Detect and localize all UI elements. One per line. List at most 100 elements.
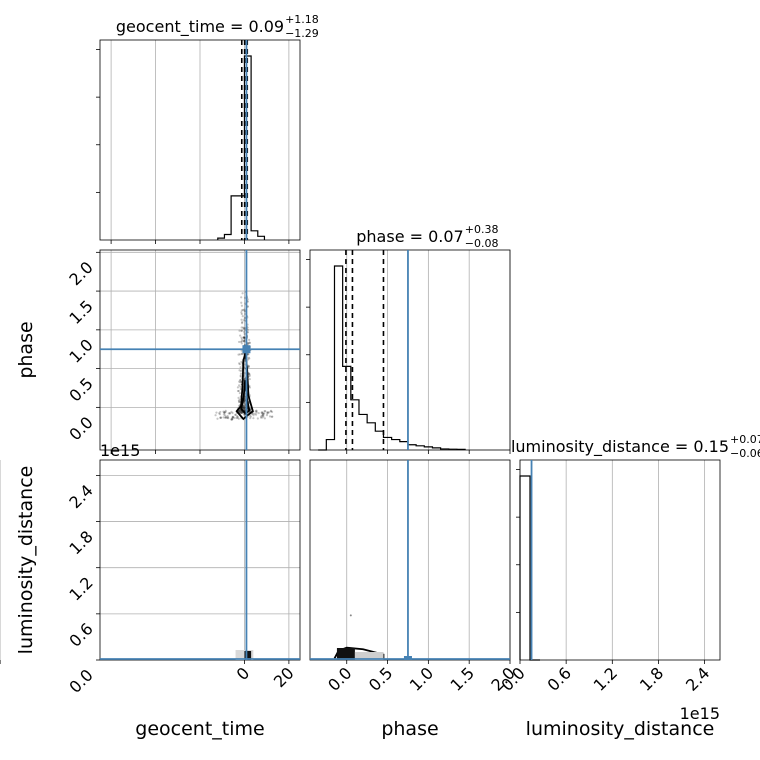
ld-phase-x-tick-label: 1.5 [447, 663, 478, 694]
phase-scatter-point [247, 356, 250, 359]
phase-scatter-point [230, 410, 233, 413]
phase-scatter-point [218, 412, 221, 415]
phase-scatter-point [242, 336, 245, 339]
phase-scatter-point [240, 411, 244, 414]
ld-geocent-y-tick-label: 0.6 [65, 619, 96, 650]
phase-scatter-point [242, 336, 246, 340]
phase-scatter-point [242, 405, 246, 408]
phase-scatter-point [239, 370, 242, 373]
phase-scatter-point [219, 416, 222, 419]
phase-scatter-point [240, 360, 243, 364]
ld-phase-x-tick-label: 0.5 [365, 663, 396, 694]
ld-phase-density-core [336, 648, 355, 660]
phase-scatter-point [243, 317, 246, 320]
phase-hist-histogram [318, 265, 466, 451]
phase-scatter-point [232, 415, 235, 418]
phase-scatter-point [248, 338, 251, 342]
phase-scatter-point [247, 353, 250, 356]
phase-scatter-point [242, 327, 245, 330]
geocent-hist-title: geocent_time = 0.09 [116, 17, 284, 37]
ld-phase-density [354, 652, 384, 660]
phase-scatter-point [223, 414, 227, 417]
phase-scatter-point [266, 411, 269, 414]
phase-scatter-point [230, 418, 233, 421]
phase-hist-title-upper: +0.38 [465, 223, 499, 236]
phase-x-axis-label: phase [381, 718, 438, 740]
phase-scatter-point [267, 411, 270, 414]
phase-scatter-point [242, 336, 246, 339]
geocent-hist-frame [99, 39, 301, 241]
phase-scatter-point [238, 369, 241, 372]
geocent-hist-title-lower: −1.29 [285, 27, 319, 40]
phase-scatter-point [240, 322, 244, 325]
phase-scatter-point [236, 386, 240, 389]
phase-scatter-point [237, 353, 240, 356]
phase-scatter-point [238, 362, 241, 365]
ld-phase-x-tick-label: 1.0 [406, 663, 437, 694]
phase-scatter-point [241, 315, 244, 318]
phase-scatter-point [243, 402, 246, 405]
phase-scatter-point [237, 396, 240, 399]
phase-scatter-point [240, 329, 243, 333]
phase-scatter-point [261, 413, 264, 417]
phase-scatter-point [240, 296, 243, 299]
phase-scatter-point [243, 336, 246, 339]
phase-scatter-point [236, 389, 240, 393]
ld-hist-x-tick-label: 1.8 [636, 663, 667, 694]
ld-hist-title: luminosity_distance = 0.15 [511, 437, 729, 457]
phase-scatter-point [219, 416, 222, 419]
phase-scatter-point [231, 416, 235, 419]
phase-scatter-point [239, 412, 242, 415]
phase-scatter-point [242, 326, 245, 329]
phase-scatter-point [227, 417, 230, 420]
phase-scatter-point [239, 410, 242, 413]
phase-scatter-point [240, 411, 243, 414]
phase-scatter-point [239, 379, 242, 382]
phase-scatter-point [235, 416, 238, 420]
phase-scatter-point [238, 392, 241, 395]
phase-scatter-point [266, 412, 269, 415]
phase-scatter-point [224, 416, 227, 419]
phase-scatter-point [261, 411, 264, 414]
phase-scatter-point [240, 340, 244, 343]
phase-scatter-point [248, 373, 251, 376]
phase-scatter-point [269, 409, 273, 412]
phase-scatter-point [269, 410, 272, 413]
phase-scatter-point [239, 380, 242, 384]
phase-y-axis-label: phase [15, 321, 37, 378]
phase-scatter-point [252, 417, 255, 420]
phase-scatter-point [248, 341, 251, 345]
phase-scatter-point [243, 377, 246, 381]
phase-scatter-point [219, 410, 222, 414]
phase-scatter-point [228, 412, 231, 415]
phase-scatter-point [240, 338, 244, 341]
phase-scatter-point [237, 384, 241, 387]
phase-scatter-point [239, 385, 242, 388]
phase-scatter-point [261, 416, 264, 419]
phase-scatter-point [240, 329, 244, 332]
phase-scatter-point [216, 417, 219, 420]
ld-geocent-x-tick-label: 20 [270, 663, 298, 691]
phase-scatter-point [223, 411, 226, 414]
phase-scatter-point [243, 413, 246, 416]
geocent-hist-title-upper: +1.18 [285, 13, 319, 26]
phase-scatter-point [239, 387, 242, 391]
phase-scatter-point [239, 340, 242, 343]
phase-scatter-point [222, 413, 226, 416]
phase-scatter-point [247, 365, 250, 369]
phase-scatter-point [242, 336, 245, 339]
phase-scatter-point [236, 416, 239, 420]
phase-hist-frame [309, 249, 511, 451]
phase-scatter-point [247, 364, 250, 367]
phase-scatter-point [237, 389, 240, 393]
ld-phase-truth-marker [403, 656, 412, 660]
phase-scatter-point [228, 411, 231, 415]
phase-scatter-point [243, 405, 246, 409]
phase-scatter-point [236, 415, 239, 418]
ld-geocent-y-tick-label: 1.8 [65, 527, 96, 558]
phase-scatter-point [224, 416, 228, 419]
phase-scatter-point [248, 377, 251, 381]
phase-scatter-point [243, 309, 246, 312]
phase-scatter-point [241, 308, 245, 312]
